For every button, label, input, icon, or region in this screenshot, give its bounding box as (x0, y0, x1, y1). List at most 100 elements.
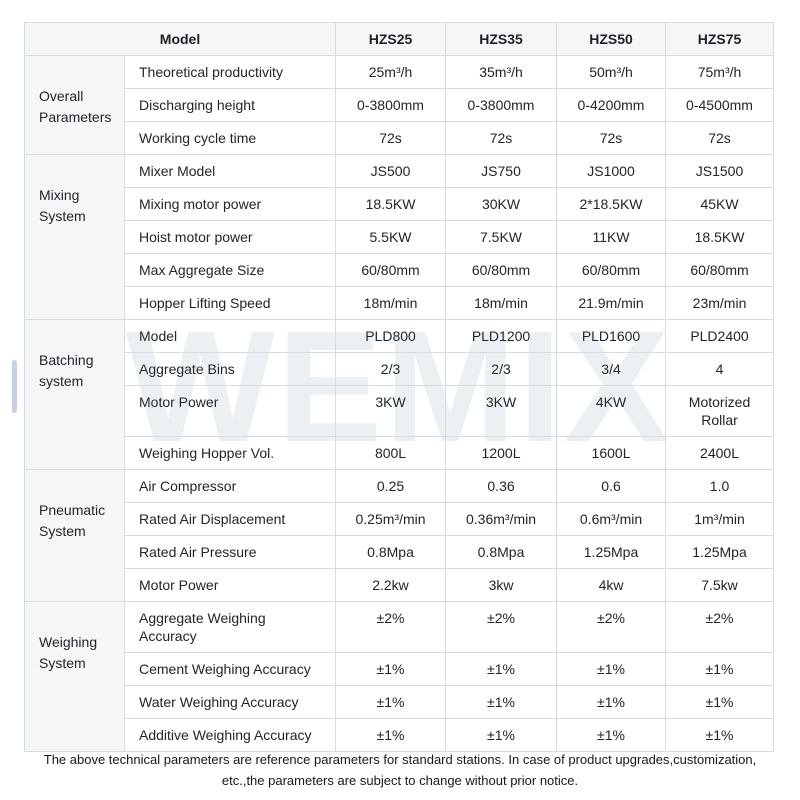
param-value: 30KW (445, 187, 558, 221)
param-value: 2/3 (335, 352, 447, 386)
param-value: 0.6m³/min (556, 502, 667, 536)
param-name: Rated Air Pressure (123, 535, 337, 569)
table-row: Rated Air Pressure 0.8Mpa 0.8Mpa 1.25Mpa 1.2… (25, 535, 775, 569)
param-value: 0-3800mm (335, 88, 447, 122)
table-row: Water Weighing Accuracy ±1% ±1% ±1% ±1% (25, 685, 775, 719)
param-value: 4 (665, 352, 775, 386)
param-value: 60/80mm (445, 253, 558, 287)
param-value: 0.6 (556, 469, 667, 503)
table-row: Working cycle time 72s 72s 72s 72s (25, 121, 775, 155)
param-value: 2*18.5KW (556, 187, 667, 221)
table-row: Mixing System Mixer Model JS500 JS750 JS1000… (24, 154, 775, 320)
footer-line-1: The above technical parameters are refer… (43, 752, 757, 767)
param-name: Rated Air Displacement (123, 502, 337, 536)
table-body: Overall Parameters Theoretical productivi… (24, 55, 775, 752)
scrollbar-thumb[interactable] (12, 360, 17, 413)
param-value: 72s (556, 121, 667, 155)
param-value: 21.9m/min (556, 286, 667, 320)
param-value: JS750 (445, 154, 558, 188)
table-row: Hoist motor power 5.5KW 7.5KW 11KW 18.5KW (25, 220, 775, 254)
param-value: 3KW (445, 385, 558, 437)
param-value: 3KW (335, 385, 447, 437)
param-name: Hopper Lifting Speed (123, 286, 337, 320)
param-value: JS1000 (556, 154, 667, 188)
table-row: Weighing System Aggregate Weighing Accura… (24, 601, 775, 752)
param-value: ±1% (335, 652, 447, 686)
param-value: JS500 (335, 154, 447, 188)
param-value: ±1% (335, 718, 447, 752)
param-value: 35m³/h (445, 55, 558, 89)
table-row: Overall Parameters Theoretical productivi… (24, 55, 775, 155)
param-value: ±1% (445, 685, 558, 719)
param-name: Additive Weighing Accuracy (123, 718, 337, 752)
table-row: Hopper Lifting Speed 18m/min 18m/min 21.9m/… (25, 286, 775, 320)
table-row: Pneumatic System Air Compressor 0.25 0.36 0.… (24, 469, 775, 602)
param-name: Discharging height (123, 88, 337, 122)
param-value: 60/80mm (335, 253, 447, 287)
model-header-cell: Model (23, 22, 337, 56)
param-value: 0-4500mm (665, 88, 775, 122)
param-value: 1.25Mpa (556, 535, 667, 569)
spec-table: Model HZS25 HZS35 HZS50 HZS75 Overall Parame… (23, 22, 775, 752)
param-name: Motor Power (123, 385, 337, 437)
param-value: 3/4 (556, 352, 667, 386)
param-value: PLD800 (335, 319, 447, 353)
footer-line-2: etc.,the parameters are subject to chang… (221, 773, 579, 788)
param-name: Air Compressor (123, 469, 337, 503)
param-value: 7.5KW (445, 220, 558, 254)
param-name: Aggregate Bins (123, 352, 337, 386)
param-value: 23m/min (665, 286, 775, 320)
footer-note: The above technical parameters are refer… (0, 749, 800, 791)
table-row: Batching system Model PLD800 PLD1200 PLD1600… (24, 319, 775, 470)
param-value: PLD1200 (445, 319, 558, 353)
param-name: Max Aggregate Size (123, 253, 337, 287)
param-name: Model (123, 319, 337, 353)
param-value: ±1% (556, 718, 667, 752)
param-value: ±1% (335, 685, 447, 719)
param-value: PLD1600 (556, 319, 667, 353)
row-group-label: Batching system (24, 319, 125, 470)
param-value: 2400L (665, 436, 775, 470)
param-value: 45KW (665, 187, 775, 221)
table-row: Rated Air Displacement 0.25m³/min 0.36m³/m… (25, 502, 775, 536)
param-value: ±2% (556, 601, 667, 653)
table-row: Motor Power 3KW 3KW 4KW Motorized Rollar (25, 385, 775, 437)
param-value: 50m³/h (556, 55, 667, 89)
table-row: Motor Power 2.2kw 3kw 4kw 7.5kw (25, 568, 775, 602)
param-value: ±1% (556, 685, 667, 719)
param-value: 0.36m³/min (445, 502, 558, 536)
param-value: 1200L (445, 436, 558, 470)
param-value: 0.8Mpa (445, 535, 558, 569)
param-value: 72s (665, 121, 775, 155)
param-value: 1600L (556, 436, 667, 470)
row-group-label: Pneumatic System (24, 469, 125, 602)
param-value: 18.5KW (665, 220, 775, 254)
param-value: 72s (335, 121, 447, 155)
table-row: Discharging height 0-3800mm 0-3800mm 0-4200… (25, 88, 775, 122)
param-value: ±1% (665, 718, 775, 752)
param-value: JS1500 (665, 154, 775, 188)
table-row: Cement Weighing Accuracy ±1% ±1% ±1% ±1% (25, 652, 775, 686)
param-name: Mixer Model (123, 154, 337, 188)
param-value: 800L (335, 436, 447, 470)
param-value: 72s (445, 121, 558, 155)
param-value: 2/3 (445, 352, 558, 386)
param-value: 1.0 (665, 469, 775, 503)
param-value: 7.5kw (665, 568, 775, 602)
param-value: 18m/min (445, 286, 558, 320)
column-header-hzs75: HZS75 (665, 22, 775, 56)
table-row: Mixing motor power 18.5KW 30KW 2*18.5KW 45KW (25, 187, 775, 221)
param-value: 0.36 (445, 469, 558, 503)
param-name: Mixing motor power (123, 187, 337, 221)
param-value: ±1% (665, 685, 775, 719)
param-value: 60/80mm (556, 253, 667, 287)
param-value: ±2% (665, 601, 775, 653)
param-name: Motor Power (123, 568, 337, 602)
param-name: Aggregate Weighing Accuracy (123, 601, 337, 653)
param-name: Water Weighing Accuracy (123, 685, 337, 719)
param-name: Hoist motor power (123, 220, 337, 254)
row-group-label: Overall Parameters (24, 55, 125, 155)
param-name: Weighing Hopper Vol. (123, 436, 337, 470)
table-row: Additive Weighing Accuracy ±1% ±1% ±1% ±1% (25, 718, 775, 752)
